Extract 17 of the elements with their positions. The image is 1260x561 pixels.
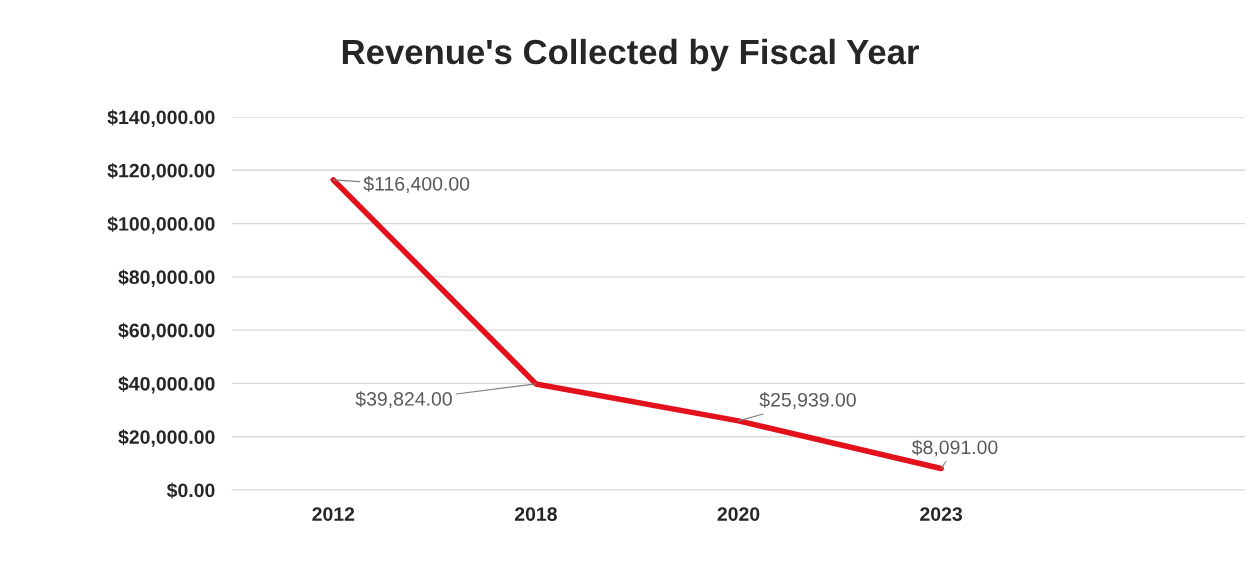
x-tick-label: 2012 xyxy=(312,507,355,521)
chart-title: Revenue's Collected by Fiscal Year xyxy=(342,38,919,72)
y-tick-label: $0.00 xyxy=(166,482,215,499)
x-tick-label: 2023 xyxy=(920,507,963,521)
data-label: $39,824.00 xyxy=(355,391,452,409)
y-tick-label: $120,000.00 xyxy=(107,162,215,181)
x-tick-label: 2020 xyxy=(717,507,760,521)
y-tick-label: $140,000.00 xyxy=(107,109,215,128)
data-label: $8,091.00 xyxy=(911,439,998,457)
data-label: $25,939.00 xyxy=(759,392,856,409)
y-tick-label: $40,000.00 xyxy=(118,376,215,394)
y-tick-label: $60,000.00 xyxy=(118,322,215,341)
y-tick-label: $80,000.00 xyxy=(118,269,215,287)
y-tick-label: $20,000.00 xyxy=(118,429,215,447)
x-tick-label: 2018 xyxy=(514,507,557,521)
y-tick-label: $100,000.00 xyxy=(107,216,215,234)
data-label: $116,400.00 xyxy=(363,176,470,193)
